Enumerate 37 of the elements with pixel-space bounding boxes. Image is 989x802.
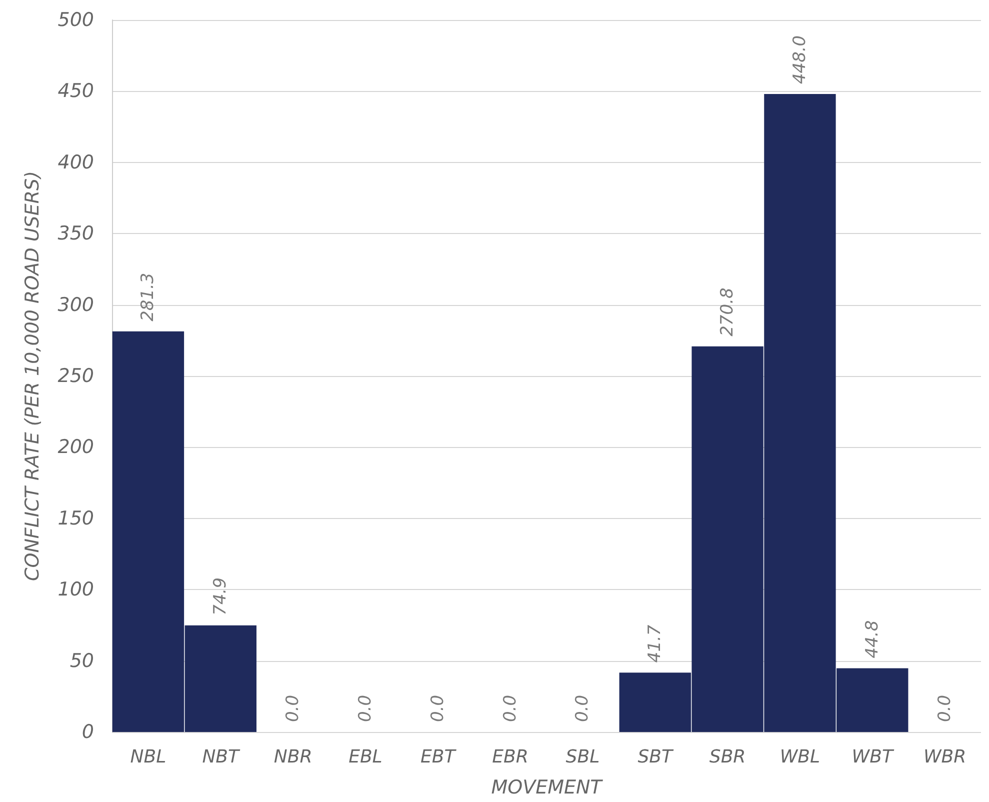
data-label: 0.0 (572, 694, 593, 722)
x-tick-label: WBT (852, 746, 895, 768)
x-tick-label: NBT (202, 746, 242, 768)
data-label: 74.9 (210, 577, 231, 616)
y-tick-label: 250 (58, 365, 94, 387)
x-tick-label: EBT (420, 746, 458, 768)
data-label: 270.8 (718, 288, 738, 336)
data-label: 448.0 (790, 35, 810, 84)
data-label: 0.0 (934, 694, 955, 722)
x-tick-label: SBT (638, 746, 675, 768)
y-tick-label: 200 (58, 436, 94, 458)
y-tick-label: 500 (58, 9, 94, 31)
data-label: 44.8 (862, 620, 882, 658)
x-tick-label: EBL (348, 746, 382, 768)
y-axis-title: CONFLICT RATE (PER 10,000 ROAD USERS) (22, 170, 44, 582)
x-tick-label: WBL (780, 746, 820, 768)
y-tick-label: 300 (58, 294, 94, 316)
data-label: 41.7 (645, 624, 666, 663)
x-axis-title: MOVEMENT (491, 776, 604, 798)
data-label: 0.0 (428, 694, 448, 722)
data-label: 281.3 (138, 272, 158, 322)
y-tick-label: 0 (82, 721, 94, 743)
data-label: 0.0 (355, 694, 376, 722)
x-tick-label: SBR (709, 746, 746, 768)
y-tick-label: 350 (58, 222, 94, 245)
y-tick-label: 150 (58, 507, 94, 530)
y-tick-label: 450 (58, 80, 94, 102)
y-tick-label: 50 (70, 650, 94, 672)
x-tick-label: EBR (492, 746, 528, 768)
data-label: 0.0 (500, 694, 520, 722)
data-label: 0.0 (283, 694, 304, 722)
y-tick-label: 100 (58, 578, 94, 601)
x-tick-label: NBL (130, 746, 166, 768)
x-tick-label: WBR (923, 746, 966, 768)
x-tick-label: NBR (274, 746, 312, 768)
x-tick-label: SBL (566, 746, 600, 768)
y-tick-label: 400 (58, 151, 94, 174)
